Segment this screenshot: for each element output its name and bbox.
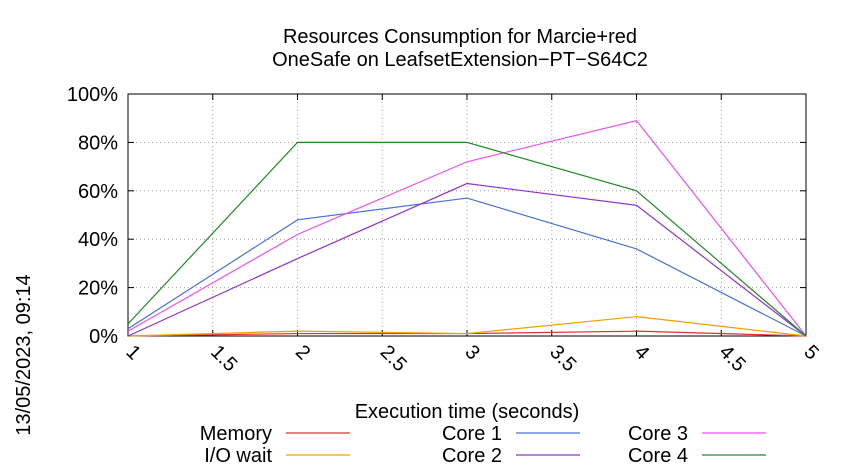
timestamp-label: 13/05/2023, 09:14	[13, 274, 35, 435]
legend-label: Core 3	[628, 423, 688, 445]
x-tick-label: 2.5	[376, 341, 411, 376]
x-tick-label: 4	[630, 341, 653, 364]
legend-label: I/O wait	[204, 445, 272, 467]
x-tick-label: 3.5	[545, 341, 580, 376]
series-line-core-4	[127, 141, 807, 337]
x-tick-label: 4.5	[715, 341, 750, 376]
series-line-core-2	[127, 182, 807, 337]
chart-title-line-1: Resources Consumption for Marcie+red	[283, 26, 637, 48]
x-axis-label: Execution time (seconds)	[355, 401, 580, 423]
series-line-core-1	[127, 197, 807, 337]
y-tick-label: 40%	[78, 229, 118, 251]
legend-label: Core 1	[442, 423, 502, 445]
x-tick-label: 5	[799, 341, 822, 364]
legend-label: Core 4	[628, 445, 688, 467]
y-tick-label: 20%	[78, 278, 118, 300]
series-line-i-o-wait	[127, 316, 807, 337]
series-line-core-3	[127, 119, 807, 337]
x-tick-label: 2	[291, 341, 314, 364]
x-tick-label: 3	[460, 341, 483, 364]
chart-title-line-2: OneSafe on LeafsetExtension−PT−S64C2	[272, 49, 648, 71]
axis-ticks: 0% 20% 40% 60% 80% 100% 1 1.5 2 2.5 3 3.5 4 4.5 5	[67, 84, 823, 376]
y-tick-label: 100%	[67, 84, 118, 106]
x-tick-label: 1	[121, 341, 144, 364]
y-tick-label: 80%	[78, 132, 118, 154]
y-tick-label: 0%	[89, 326, 118, 348]
legend-label: Memory	[200, 423, 272, 445]
y-tick-label: 60%	[78, 181, 118, 203]
legend-label: Core 2	[442, 445, 502, 467]
x-tick-label: 1.5	[206, 341, 241, 376]
series-lines	[127, 119, 807, 337]
